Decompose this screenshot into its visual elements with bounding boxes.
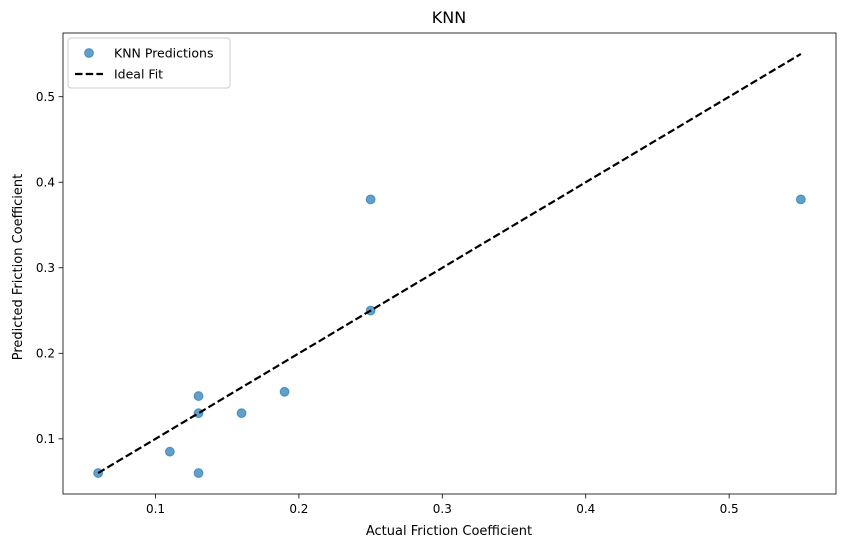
x-tick-label: 0.3 <box>433 502 452 516</box>
x-tick-label: 0.1 <box>146 502 165 516</box>
x-tick-label: 0.4 <box>576 502 595 516</box>
y-tick-label: 0.4 <box>36 176 55 190</box>
legend-label: Ideal Fit <box>114 67 163 82</box>
y-tick-label: 0.5 <box>36 90 55 104</box>
x-axis-label: Actual Friction Coefficient <box>366 524 532 539</box>
y-axis-label: Predicted Friction Coefficient <box>11 174 26 361</box>
y-tick-label: 0.3 <box>36 261 55 275</box>
chart-title: KNN <box>432 8 466 27</box>
legend-marker-knn-predictions <box>84 48 94 58</box>
data-point <box>795 194 806 205</box>
legend-label: KNN Predictions <box>114 46 213 61</box>
x-tick-label: 0.5 <box>720 502 739 516</box>
axes-frame <box>62 32 837 495</box>
y-tick-label: 0.2 <box>36 347 55 361</box>
data-point <box>365 194 376 205</box>
legend-box <box>67 37 231 89</box>
ideal-fit-line <box>97 53 802 474</box>
data-point <box>193 391 204 401</box>
plot-area: 0.1 0.2 0.3 0.4 0.5 0.1 0.2 0.3 0.4 0.5 KNN Predic… <box>36 32 837 516</box>
data-point <box>193 468 204 478</box>
data-point <box>279 386 290 397</box>
data-point <box>164 446 175 457</box>
y-tick-label: 0.1 <box>36 432 55 446</box>
x-tick-label: 0.2 <box>289 502 308 516</box>
data-point <box>236 408 247 419</box>
legend: KNN Predictions Ideal Fit <box>67 37 231 89</box>
